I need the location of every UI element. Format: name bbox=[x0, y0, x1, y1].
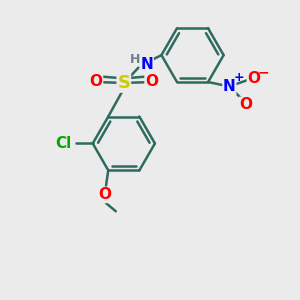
Text: −: − bbox=[258, 65, 269, 79]
Text: +: + bbox=[234, 71, 244, 84]
Text: O: O bbox=[98, 188, 112, 202]
Text: O: O bbox=[239, 98, 252, 112]
Text: N: N bbox=[140, 57, 153, 72]
Text: O: O bbox=[248, 71, 260, 86]
Text: O: O bbox=[145, 74, 158, 89]
Text: N: N bbox=[223, 80, 236, 94]
Text: S: S bbox=[117, 74, 130, 92]
Text: O: O bbox=[89, 74, 103, 89]
Text: Cl: Cl bbox=[55, 136, 71, 151]
Text: H: H bbox=[129, 52, 140, 65]
